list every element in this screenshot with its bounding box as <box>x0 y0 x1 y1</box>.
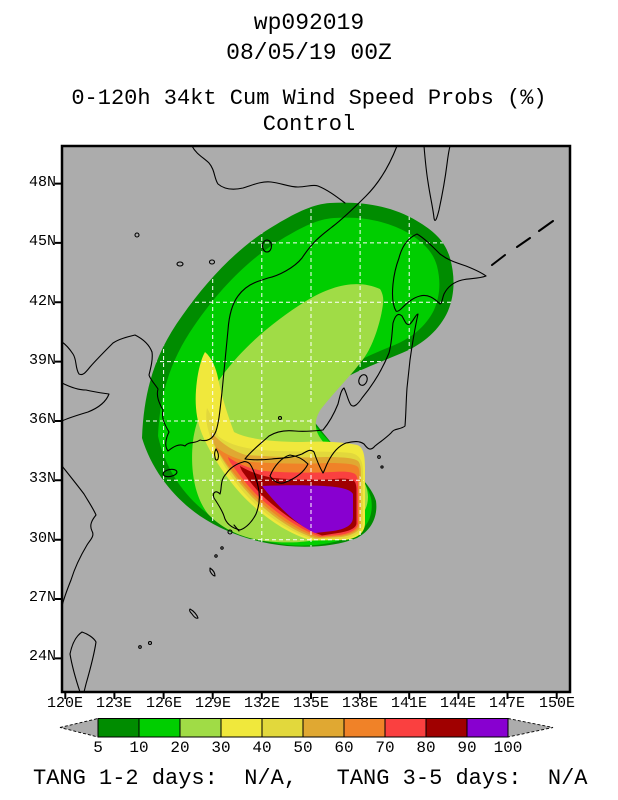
cbar-label-5: 5 <box>93 739 103 757</box>
lat-label-36n: 36N <box>28 411 56 428</box>
cbar-label-60: 60 <box>334 739 354 757</box>
mainland-coast <box>61 145 398 452</box>
lat-label-42n: 42N <box>28 293 56 310</box>
cbar-label-30: 30 <box>211 739 231 757</box>
shikoku-coast <box>269 454 309 484</box>
coastlines <box>61 145 554 693</box>
kuril-islands <box>491 220 554 266</box>
china-east-coast <box>61 465 97 607</box>
member-label: Control <box>262 112 356 137</box>
lat-label-24n: 24N <box>28 648 56 665</box>
cbar-label-10: 10 <box>129 739 149 757</box>
honshu-coast <box>244 313 419 474</box>
lon-label-120e: 120E <box>46 695 83 712</box>
cbar-label-100: 100 <box>493 739 523 757</box>
lat-label-45n: 45N <box>28 233 56 250</box>
lon-label-150e: 150E <box>538 695 575 712</box>
lat-ticks <box>55 182 62 660</box>
cbar-label-70: 70 <box>375 739 395 757</box>
lon-label-138e: 138E <box>341 695 378 712</box>
colorbar-right-arrow <box>507 717 554 738</box>
sakhalin-coast <box>423 145 451 221</box>
lon-label-123e: 123E <box>95 695 132 712</box>
cbar-label-40: 40 <box>252 739 272 757</box>
lon-label-141e: 141E <box>390 695 427 712</box>
colorbar-left-arrow <box>59 717 99 738</box>
lon-label-144e: 144E <box>439 695 476 712</box>
cbar-label-90: 90 <box>457 739 477 757</box>
lat-label-33n: 33N <box>28 470 56 487</box>
storm-id-title: wp092019 <box>253 10 365 36</box>
lon-label-132e: 132E <box>243 695 280 712</box>
shandong-coast <box>61 382 110 422</box>
prob-band-100pct <box>262 485 353 533</box>
probability-colorbar <box>59 717 554 738</box>
hokkaido-coast <box>391 233 487 312</box>
axis-ticks <box>55 182 558 699</box>
map-frame <box>60 144 572 694</box>
lon-label-147e: 147E <box>488 695 525 712</box>
small-islands <box>138 374 384 649</box>
cbar-label-20: 20 <box>170 739 190 757</box>
lon-label-135e: 135E <box>292 695 329 712</box>
product-title: 0-120h 34kt Cum Wind Speed Probs (%) <box>71 86 547 111</box>
manchuria-lakes <box>134 232 273 267</box>
amur-river <box>191 145 346 204</box>
probability-bands <box>142 202 454 547</box>
lat-label-27n: 27N <box>28 589 56 606</box>
lat-label-48n: 48N <box>28 174 56 191</box>
lon-label-129e: 129E <box>194 695 231 712</box>
probability-map <box>55 144 572 699</box>
lon-label-126e: 126E <box>145 695 182 712</box>
lat-label-39n: 39N <box>28 352 56 369</box>
lat-label-30n: 30N <box>28 530 56 547</box>
colorbar-segments <box>97 718 509 738</box>
cbar-label-80: 80 <box>416 739 436 757</box>
kyushu-coast <box>212 461 260 531</box>
init-time-title: 08/05/19 00Z <box>226 40 392 66</box>
cbar-label-50: 50 <box>293 739 313 757</box>
lon-ticks <box>64 692 558 699</box>
tang-status-line: TANG 1-2 days: N/A, TANG 3-5 days: N/A <box>33 766 588 791</box>
